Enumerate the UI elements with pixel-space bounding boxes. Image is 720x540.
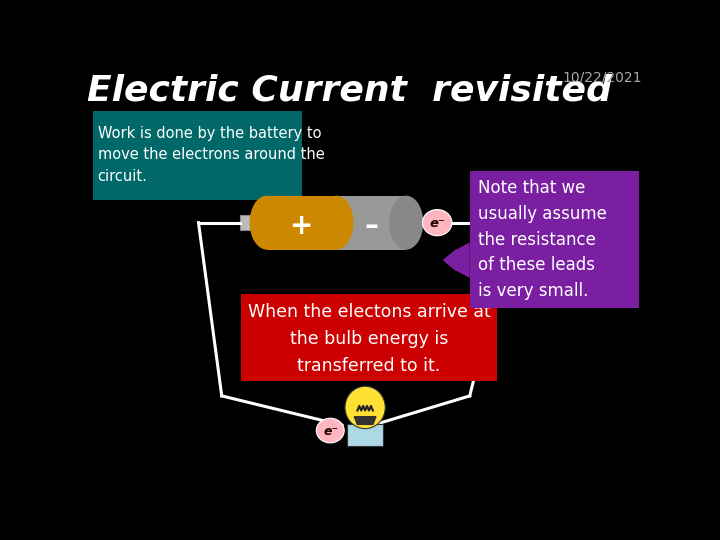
Ellipse shape xyxy=(316,418,344,443)
Ellipse shape xyxy=(345,386,385,429)
Bar xyxy=(336,195,406,249)
Bar xyxy=(266,195,336,249)
FancyBboxPatch shape xyxy=(241,294,497,381)
Text: –: – xyxy=(364,213,378,240)
Text: Electric Current  revisited: Electric Current revisited xyxy=(87,73,612,107)
Text: 10/22/2021: 10/22/2021 xyxy=(562,70,642,84)
Bar xyxy=(347,424,383,446)
Text: Work is done by the battery to
move the electrons around the
circuit.: Work is done by the battery to move the … xyxy=(98,126,325,184)
FancyBboxPatch shape xyxy=(469,171,639,308)
Text: Note that we
usually assume
the resistance
of these leads
is very small.: Note that we usually assume the resistan… xyxy=(477,179,606,300)
FancyBboxPatch shape xyxy=(93,111,302,200)
Text: When the electons arrive at
the bulb energy is
transferred to it.: When the electons arrive at the bulb ene… xyxy=(248,303,490,375)
Polygon shape xyxy=(354,417,376,424)
Text: e⁻: e⁻ xyxy=(430,217,446,230)
Ellipse shape xyxy=(320,195,354,249)
Polygon shape xyxy=(443,242,469,278)
FancyBboxPatch shape xyxy=(240,215,250,231)
Text: e⁻: e⁻ xyxy=(323,425,338,438)
Text: +: + xyxy=(290,213,313,240)
Ellipse shape xyxy=(250,195,284,249)
Ellipse shape xyxy=(389,195,423,249)
Ellipse shape xyxy=(423,210,452,236)
